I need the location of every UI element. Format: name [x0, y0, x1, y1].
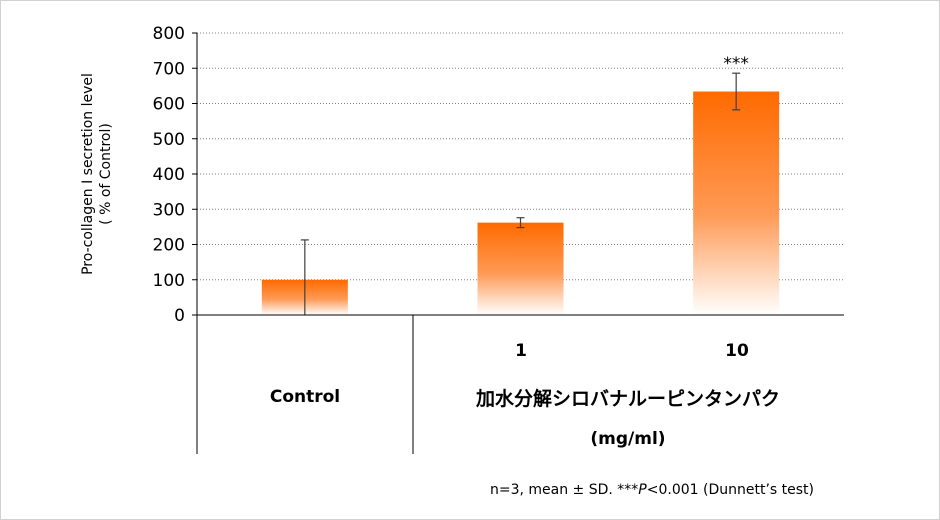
- bar-1: [477, 222, 564, 315]
- y-tick-label: 700: [153, 59, 185, 79]
- y-tick-label: 0: [174, 306, 185, 326]
- y-tick-label: 200: [153, 236, 185, 256]
- footnote-italic: P: [638, 482, 647, 498]
- y-tick-label: 100: [153, 271, 185, 291]
- y-axis-label-line2: ( % of Control): [98, 123, 114, 225]
- group-label: 加水分解シロバナルーピンタンパク: [475, 387, 780, 410]
- category-label-control: Control: [270, 387, 340, 407]
- y-tick-label: 500: [153, 130, 185, 150]
- group-unit-label: (mg/ml): [590, 429, 665, 449]
- y-tick-label: 800: [153, 24, 185, 44]
- y-tick-label: 600: [153, 95, 185, 115]
- y-tick-label: 400: [153, 165, 185, 185]
- bar-10: [693, 91, 780, 315]
- bars: [261, 91, 780, 315]
- footnote-suffix: <0.001 (Dunnett’s test): [647, 482, 814, 498]
- significance-label: ***: [723, 54, 749, 74]
- category-label-10: 10: [725, 341, 749, 361]
- footnote: n=3, mean ± SD. ***P<0.001 (Dunnett’s te…: [490, 482, 814, 498]
- y-tick-label: 300: [153, 200, 185, 220]
- error-bars: ***: [300, 54, 749, 315]
- y-tick-labels: 0 100 200 300 400 500 600 700 800: [153, 24, 197, 326]
- y-axis-label-line1: Pro-collagen I secretion level: [80, 73, 96, 275]
- footnote-prefix: n=3, mean ± SD. ***: [490, 482, 638, 498]
- category-label-1: 1: [515, 341, 527, 361]
